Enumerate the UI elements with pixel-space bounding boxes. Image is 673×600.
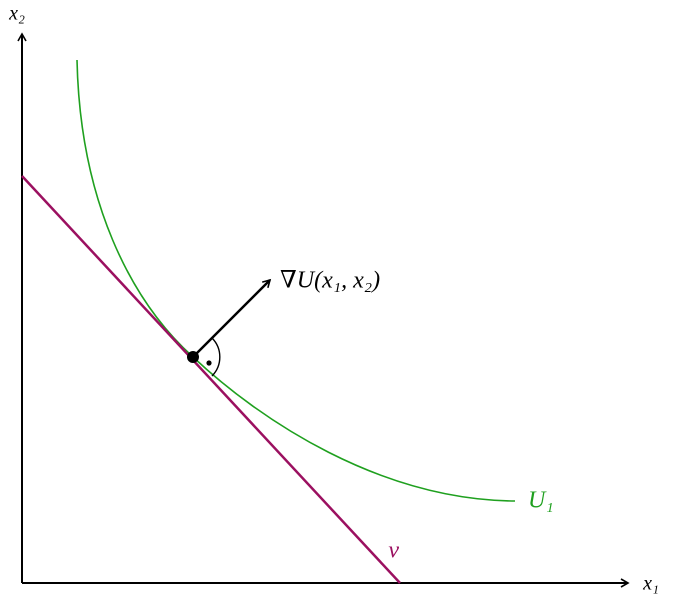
vector-label: v⃗ [388,538,417,564]
right-angle-arc [211,337,221,377]
x-axis-label: x₁ [642,573,659,595]
curve-label: U₁ [528,488,554,514]
tangent-line [21,175,401,584]
gradient-arrow [192,278,272,358]
tangency-point [187,351,199,363]
gradient-label: ∇U(x₁, x₂) [280,268,380,294]
y-axis-label: x₂ [8,3,25,25]
right-angle-dot [206,360,212,366]
